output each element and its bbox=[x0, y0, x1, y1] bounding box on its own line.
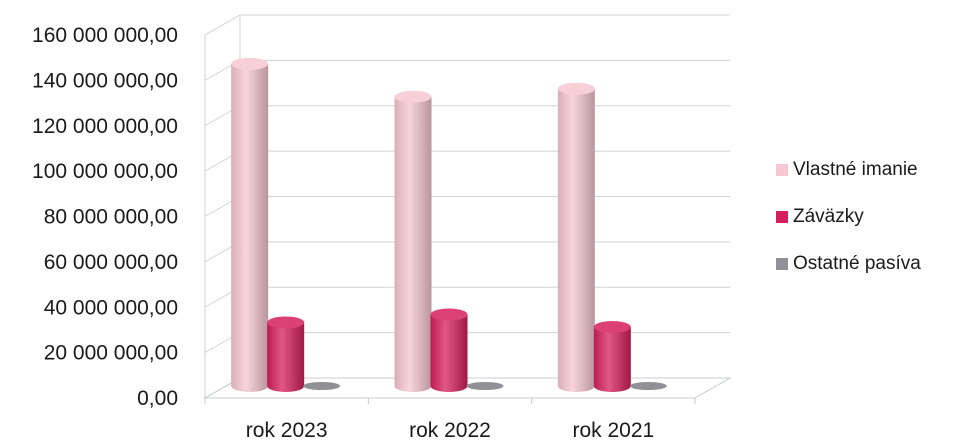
y-tick-label: 0,00 bbox=[137, 387, 178, 410]
y-tick-label: 80 000 000,00 bbox=[44, 206, 178, 229]
bar-body bbox=[267, 322, 305, 392]
y-tick-label: 160 000 000,00 bbox=[32, 24, 178, 47]
bar-top bbox=[557, 82, 595, 95]
bar-top bbox=[593, 321, 631, 334]
y-tick-label: 40 000 000,00 bbox=[44, 296, 178, 319]
bar-body bbox=[557, 88, 595, 392]
bar bbox=[231, 57, 269, 392]
legend-label: Vlastné imanie bbox=[793, 159, 918, 180]
gridlines bbox=[203, 14, 732, 404]
legend-item: Vlastné imanie bbox=[776, 159, 921, 180]
x-category-label: rok 2022 bbox=[409, 419, 491, 442]
legend-label: Ostatné pasíva bbox=[793, 253, 921, 274]
bar-zero bbox=[303, 382, 341, 390]
legend: Vlastné imanie Záväzky Ostatné pasíva bbox=[776, 159, 921, 301]
bar-body bbox=[394, 96, 432, 392]
y-tick-label: 100 000 000,00 bbox=[32, 160, 178, 183]
bar bbox=[629, 382, 667, 390]
bar bbox=[557, 82, 595, 392]
y-tick-label: 20 000 000,00 bbox=[44, 342, 178, 365]
x-category-label: rok 2023 bbox=[246, 419, 328, 442]
bars bbox=[231, 57, 667, 392]
gridline-side bbox=[204, 14, 241, 36]
bar bbox=[430, 308, 468, 392]
y-tick-label: 60 000 000,00 bbox=[44, 251, 178, 274]
bar-top bbox=[394, 90, 432, 103]
y-axis-tick-labels: 0,00 20 000 000,00 40 000 000,00 60 000 000… bbox=[32, 24, 178, 410]
bar bbox=[267, 316, 305, 392]
bar-body bbox=[593, 327, 631, 392]
bar bbox=[593, 321, 631, 392]
legend-swatch bbox=[776, 211, 788, 223]
y-tick-label: 120 000 000,00 bbox=[32, 115, 178, 138]
bar-body bbox=[430, 314, 468, 392]
legend-item: Ostatné pasíva bbox=[776, 253, 921, 274]
legend-label: Záväzky bbox=[793, 206, 864, 227]
x-category-label: rok 2021 bbox=[572, 419, 654, 442]
bar-top bbox=[267, 316, 305, 329]
legend-swatch bbox=[776, 164, 788, 176]
bar bbox=[394, 90, 432, 392]
x-axis-category-labels: rok 2023 rok 2022 rok 2021 bbox=[246, 419, 654, 442]
legend-swatch bbox=[776, 258, 788, 270]
bar bbox=[303, 382, 341, 390]
bar-zero bbox=[466, 382, 504, 390]
bar-body bbox=[231, 63, 269, 392]
bar-zero bbox=[629, 382, 667, 390]
bar-top bbox=[430, 308, 468, 321]
y-tick-label: 140 000 000,00 bbox=[32, 69, 178, 92]
legend-item: Záväzky bbox=[776, 206, 921, 227]
bar bbox=[466, 382, 504, 390]
bar-top bbox=[231, 57, 269, 70]
